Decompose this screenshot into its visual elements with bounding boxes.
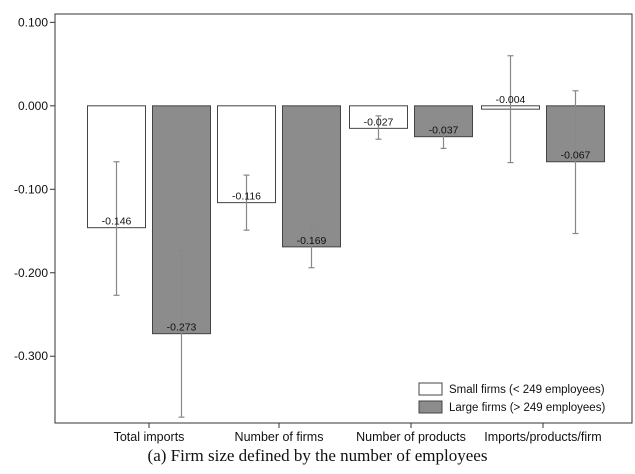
data-label: -0.067: [561, 150, 591, 162]
plot-frame: [54, 13, 633, 424]
legend-label: Large firms (> 249 employees): [449, 402, 605, 414]
y-tick-label: 0.100: [18, 15, 48, 29]
x-category-label: Imports/products/firm: [484, 430, 601, 444]
data-label: -0.004: [496, 94, 526, 106]
legend-swatch: [418, 400, 443, 414]
legend-swatch: [418, 382, 443, 396]
data-label: -0.027: [364, 116, 394, 128]
data-label: -0.169: [297, 235, 327, 247]
bar-large-firms: [282, 105, 341, 248]
bar-chart: 0.100 0.000 -0.100 -0.200 -0.300 Total import…: [14, 13, 633, 444]
y-tick-label: -0.300: [14, 349, 48, 363]
data-label: -0.037: [429, 125, 459, 137]
y-tick-label: -0.100: [14, 182, 48, 196]
y-tick-label: 0.000: [18, 99, 48, 113]
legend-label: Small firms (< 249 employees): [449, 384, 605, 396]
legend-box: [416, 379, 623, 417]
y-tick-label: -0.200: [14, 266, 48, 280]
figure-caption: (a) Firm size defined by the number of e…: [147, 446, 488, 465]
data-label: -0.273: [167, 322, 197, 334]
data-label: -0.146: [102, 216, 132, 228]
x-category-label: Number of firms: [235, 430, 324, 444]
x-category-label: Number of products: [356, 430, 466, 444]
data-label: -0.116: [232, 191, 261, 203]
x-category-label: Total imports: [114, 430, 185, 444]
